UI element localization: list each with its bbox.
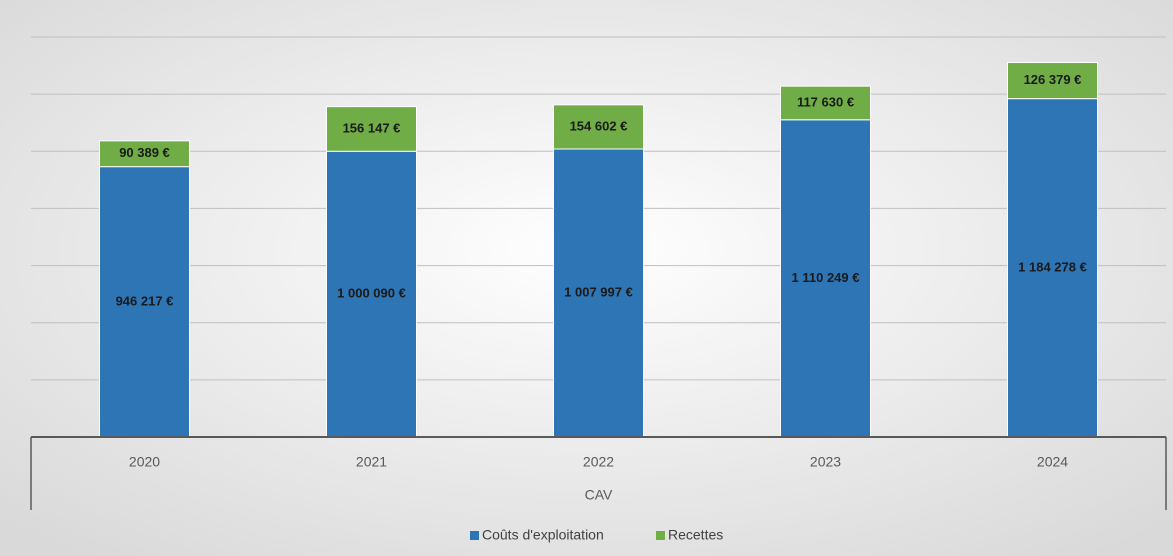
bar-segment <box>326 106 417 152</box>
x-tick-label: 2023 <box>810 454 841 470</box>
data-label: 1 000 090 € <box>337 286 406 301</box>
data-label: 90 389 € <box>119 145 170 160</box>
legend-swatch <box>656 531 665 540</box>
x-tick-label: 2020 <box>129 454 160 470</box>
data-label: 1 110 249 € <box>792 270 860 285</box>
legend-swatch <box>470 531 479 540</box>
data-label: 156 147 € <box>343 120 401 135</box>
bar-segment <box>99 166 190 438</box>
data-label: 1 184 278 € <box>1018 259 1087 274</box>
legend-label: Recettes <box>668 527 723 543</box>
data-label: 1 007 997 € <box>564 284 633 299</box>
bar-segment <box>553 104 644 150</box>
bar-segment <box>780 119 871 438</box>
bar-segment <box>1007 98 1098 438</box>
x-tick-label: 2022 <box>583 454 614 470</box>
bar-segment <box>326 150 417 438</box>
bar-segment <box>553 148 644 438</box>
legend-label: Coûts d'exploitation <box>482 527 604 543</box>
bar-segment <box>99 140 190 168</box>
x-tick-label: 2021 <box>356 454 387 470</box>
bar-segment <box>780 85 871 121</box>
data-label: 117 630 € <box>797 94 854 109</box>
bar-segment <box>1007 62 1098 100</box>
data-label: 946 217 € <box>116 293 174 308</box>
x-tick-label: 2024 <box>1037 454 1068 470</box>
data-label: 126 379 € <box>1024 72 1082 87</box>
axis-group-label: CAV <box>585 487 613 503</box>
data-label: 154 602 € <box>570 118 628 133</box>
